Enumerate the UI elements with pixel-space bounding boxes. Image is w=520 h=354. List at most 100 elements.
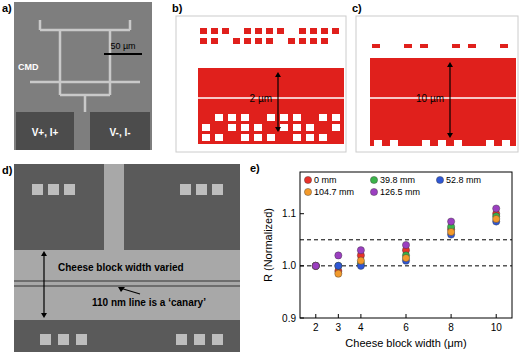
cheese-block <box>14 250 240 320</box>
sem-image <box>14 2 152 150</box>
legend-label: 126.5 mm <box>380 187 420 197</box>
scale-bar <box>104 53 142 55</box>
cheese-square <box>244 28 251 34</box>
y-tick-label: 0.9 <box>282 313 296 324</box>
cheese-square <box>420 44 428 48</box>
cheese-square <box>255 28 262 34</box>
arrow-shaft <box>43 255 44 314</box>
cheese-hole <box>319 134 327 141</box>
device-trace <box>30 20 140 112</box>
cheese-hole <box>332 124 340 131</box>
x-tick-label: 6 <box>403 322 409 333</box>
cheese-hole <box>202 134 210 141</box>
plot-area <box>300 205 512 277</box>
cheese-square <box>222 28 229 34</box>
legend-marker <box>370 176 377 183</box>
arrow-shaft <box>449 66 450 134</box>
chip-label: CMD <box>18 62 39 72</box>
cheese-square <box>310 38 317 44</box>
reference-line <box>300 265 512 266</box>
data-point <box>335 252 342 259</box>
cheese-hole <box>306 124 314 131</box>
cheese-square <box>58 334 69 345</box>
contact-pad <box>90 112 150 150</box>
cheese-square <box>452 44 460 48</box>
metal-block <box>198 68 344 144</box>
data-point <box>335 262 342 269</box>
cheese-hole <box>438 140 446 146</box>
cheese-hole <box>293 124 301 131</box>
cheese-square <box>321 28 328 34</box>
cheese-square <box>64 184 75 195</box>
cheese-square <box>76 334 87 345</box>
cheese-square <box>48 184 59 195</box>
legend-marker <box>436 176 443 183</box>
data-point <box>335 270 342 277</box>
cheese-hole <box>267 114 275 121</box>
cheese-square <box>200 38 207 44</box>
cheese-square <box>310 28 317 34</box>
panel-label: c) <box>352 2 362 14</box>
cheese-square <box>40 334 51 345</box>
pad-label: V+, I+ <box>32 127 59 138</box>
cheese-square <box>212 184 223 195</box>
dimension-label: 2 µm <box>250 93 272 104</box>
x-tick <box>315 314 316 318</box>
cheese-square <box>244 38 251 44</box>
cheese-hole <box>215 134 223 141</box>
cheese-square <box>321 38 328 44</box>
contact-pad <box>16 112 74 150</box>
cheese-hole <box>241 134 249 141</box>
arrow-head <box>41 251 47 256</box>
legend-label: 0 mm <box>314 175 337 185</box>
legend-marker <box>370 188 377 195</box>
y-tick-label: 1.1 <box>282 208 296 219</box>
x-tick <box>496 314 497 318</box>
arrow-head <box>275 127 281 132</box>
cheese-hole <box>374 140 382 146</box>
x-tick <box>406 314 407 318</box>
cheese-square <box>233 38 240 44</box>
cheese-square <box>212 334 223 345</box>
data-point <box>448 228 455 235</box>
annotation: Cheese block width varied <box>58 262 184 273</box>
x-tick-label: 10 <box>491 322 503 333</box>
cheese-square <box>211 28 218 34</box>
panel-label: b) <box>172 2 183 14</box>
y-tick <box>300 318 304 319</box>
cheese-hole <box>319 114 327 121</box>
figure: a)CMD50 µmV+, I+V-, I-b)2 µmc)10 µmd)Che… <box>0 0 520 354</box>
panel-label: a) <box>2 2 12 14</box>
x-axis-label: Cheese block width (μm) <box>345 337 466 349</box>
cheese-hole <box>390 140 398 146</box>
layout-frame <box>356 16 518 152</box>
cheese-hole <box>306 134 314 141</box>
cheese-square <box>32 184 43 195</box>
cheese-hole <box>280 124 288 131</box>
cheese-square <box>211 38 218 44</box>
data-point <box>335 262 342 269</box>
data-point <box>312 262 319 269</box>
cheese-square <box>468 44 476 48</box>
legend-marker <box>304 176 311 183</box>
data-point <box>448 218 455 225</box>
cheese-square <box>200 28 207 34</box>
data-point <box>493 215 500 222</box>
canary-line <box>14 281 240 282</box>
x-tick-label: 8 <box>448 322 454 333</box>
data-point <box>357 247 364 254</box>
x-tick-label: 2 <box>313 322 319 333</box>
cheese-hole <box>422 140 430 146</box>
cheese-square <box>332 28 339 34</box>
cheese-square <box>266 28 273 34</box>
dimension-label: 10 µm <box>416 93 444 104</box>
cheese-hole <box>486 140 494 146</box>
x-tick-label: 4 <box>358 322 364 333</box>
cheese-hole <box>241 114 249 121</box>
x-tick <box>451 314 452 318</box>
cheese-hole <box>202 124 210 131</box>
data-point <box>402 241 409 248</box>
panel-label: d) <box>2 164 13 176</box>
data-point <box>312 262 319 269</box>
data-point <box>493 205 500 212</box>
